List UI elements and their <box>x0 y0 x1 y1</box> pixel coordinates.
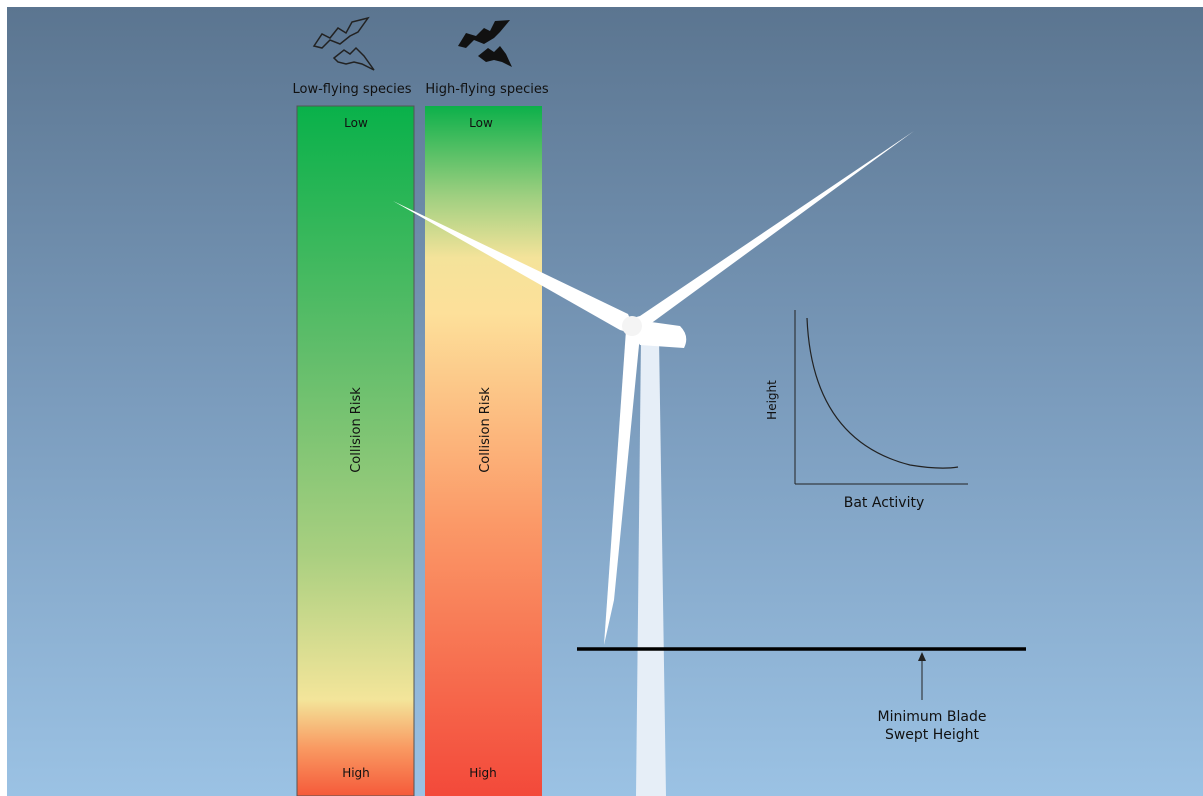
bar-axis-label: Collision Risk <box>478 387 493 473</box>
species-label: High-flying species <box>425 82 548 97</box>
annotation-line: Minimum Blade <box>878 709 987 725</box>
risk-bar <box>296 105 415 796</box>
bat-outline-icon <box>312 16 375 71</box>
bar-bottom-label: High <box>342 766 370 780</box>
species-label: Low-flying species <box>293 82 412 97</box>
bar-top-label: Low <box>469 116 493 130</box>
bar-axis-label: Collision Risk <box>349 387 364 473</box>
bar-top-label: Low <box>344 116 368 130</box>
inset-graph <box>794 310 968 485</box>
wind-turbine <box>393 131 914 796</box>
inset-x-label: Bat Activity <box>844 495 924 511</box>
annotation-line: Swept Height <box>885 727 980 743</box>
risk-bar <box>425 106 542 796</box>
arrow-head <box>918 652 926 661</box>
bat-solid-icon <box>458 20 512 67</box>
inset-y-label: Height <box>765 380 779 420</box>
sky <box>7 7 1203 796</box>
bar-bottom-label: High <box>469 766 497 780</box>
